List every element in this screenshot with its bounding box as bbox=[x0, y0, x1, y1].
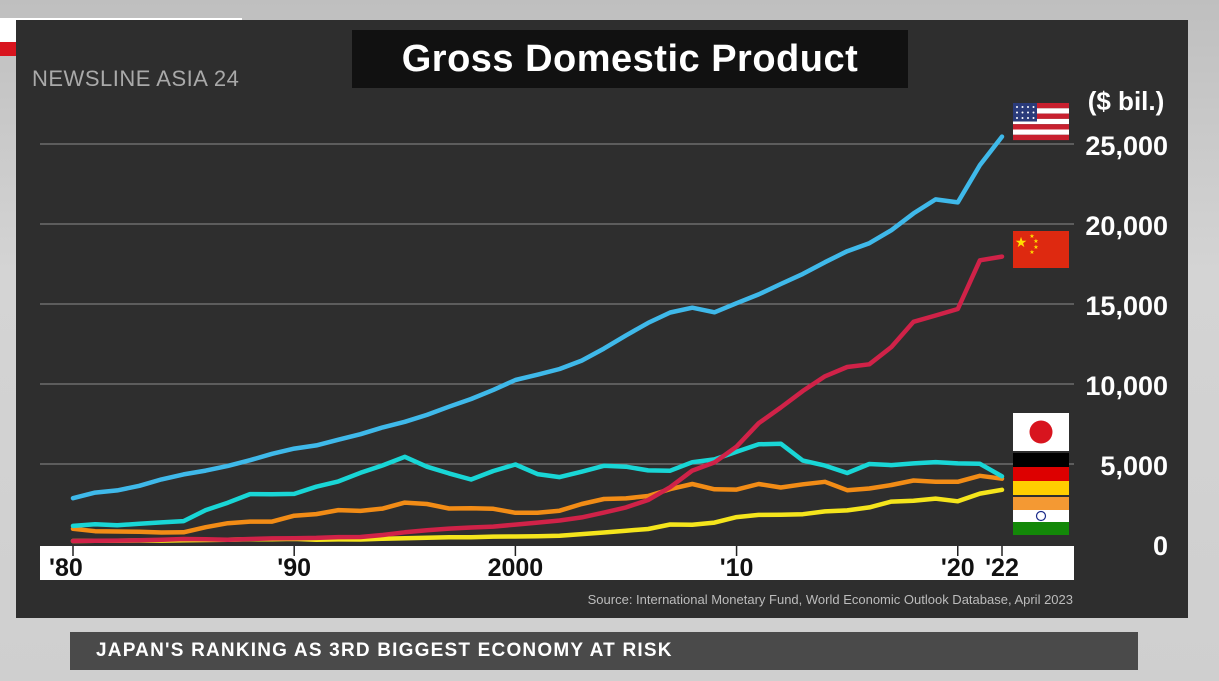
svg-text:★: ★ bbox=[1029, 249, 1034, 256]
headline-bar: JAPAN'S RANKING AS 3RD BIGGEST ECONOMY A… bbox=[70, 632, 1138, 670]
china-gdp-line bbox=[70, 254, 1005, 544]
germany-gdp-line bbox=[70, 473, 1005, 535]
country-flags: ★ ★★★★ bbox=[1013, 103, 1069, 535]
svg-text:★: ★ bbox=[1033, 238, 1038, 245]
china-flag: ★ ★★★★ bbox=[1013, 231, 1069, 268]
x-tick-label: '22 bbox=[985, 554, 1019, 582]
y-tick-label: 20,000 bbox=[1085, 211, 1168, 241]
y-tick-label: 10,000 bbox=[1085, 371, 1168, 401]
chart-panel bbox=[16, 20, 1188, 618]
india-gdp-line bbox=[70, 487, 1005, 544]
x-tick-label: '10 bbox=[720, 554, 754, 582]
svg-text:★: ★ bbox=[1033, 244, 1038, 251]
india-flag bbox=[1013, 497, 1069, 535]
x-tick-label: '90 bbox=[277, 554, 311, 582]
us-flag bbox=[1013, 103, 1069, 141]
japan-flag bbox=[1013, 413, 1069, 451]
grid-lines bbox=[40, 143, 1074, 465]
headline-text: JAPAN'S RANKING AS 3RD BIGGEST ECONOMY A… bbox=[96, 640, 673, 661]
source-note: Source: International Monetary Fund, Wor… bbox=[587, 592, 1073, 607]
svg-text:★: ★ bbox=[1015, 235, 1028, 251]
us-gdp-line bbox=[70, 134, 1005, 501]
chart-title: Gross Domestic Product bbox=[401, 37, 859, 80]
y-tick-labels: 0 5,000 10,000 15,000 20,000 25,000 bbox=[1085, 131, 1168, 561]
x-axis-band-bg bbox=[40, 546, 1074, 580]
japan-gdp-line bbox=[70, 441, 1005, 529]
x-tick-label: '80 bbox=[49, 554, 83, 582]
germany-flag bbox=[1013, 453, 1069, 495]
x-axis-band: '80 '90 2000 '10 '20 '22 bbox=[40, 546, 1074, 582]
x-tick-label: 2000 bbox=[488, 554, 544, 582]
chart-title-box: Gross Domestic Product bbox=[352, 30, 908, 88]
brand-name: NEWSLINE ASIA 24 bbox=[32, 66, 240, 91]
y-unit-label: ($ bil.) bbox=[1088, 86, 1165, 116]
y-tick-label: 25,000 bbox=[1085, 131, 1168, 161]
y-tick-label: 15,000 bbox=[1085, 291, 1168, 321]
series-lines bbox=[70, 134, 1005, 544]
svg-text:★: ★ bbox=[1029, 233, 1034, 240]
y-tick-label: 0 bbox=[1153, 531, 1168, 561]
y-tick-label: 5,000 bbox=[1100, 451, 1168, 481]
x-tick-label: '20 bbox=[941, 554, 975, 582]
